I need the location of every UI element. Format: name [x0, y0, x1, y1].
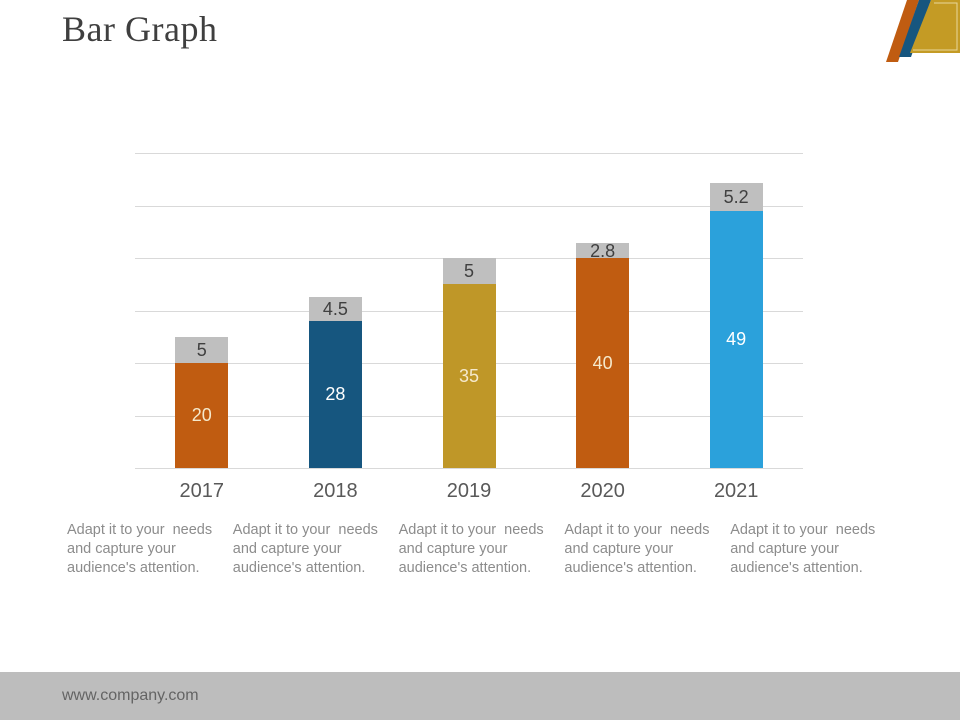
bar-2021: 49: [709, 210, 763, 468]
description-text: Adapt it to your needs and capture your …: [232, 522, 378, 576]
gridline: [135, 468, 803, 469]
x-axis-label-2021: 2021: [713, 480, 759, 502]
top-segment-value-label: 2.8: [590, 240, 616, 261]
x-axis-label-2019: 2019: [446, 480, 492, 502]
x-axis-label-2020: 2020: [580, 480, 625, 502]
bar-value-label: 49: [726, 328, 747, 349]
top-segment-value-label: 5: [463, 261, 474, 282]
bar-2019: 35: [442, 284, 496, 468]
bar-top-segment-2017: 5: [175, 336, 229, 363]
bar-2017: 20: [175, 363, 229, 468]
bar-top-segment-2018: 4.5: [308, 297, 362, 321]
top-segment-value-label: 5: [196, 339, 207, 360]
bar-value-label: 40: [592, 352, 613, 373]
slide-title: Bar Graph: [62, 9, 218, 49]
gridline: [135, 153, 803, 154]
gridline: [135, 205, 803, 207]
description-text: Adapt it to your needs and capture your …: [564, 522, 710, 576]
bar-value-label: 28: [325, 384, 346, 404]
corner-decoration: [886, 0, 960, 62]
corner-blue-stripe: [899, 0, 931, 57]
top-segment-value-label: 5.2: [723, 187, 749, 208]
x-axis-label-2017: 2017: [179, 480, 225, 502]
x-axis-label-2018: 2018: [313, 480, 358, 502]
description-text: Adapt it to your needs and capture your …: [67, 522, 213, 576]
corner-orange-stripe: [886, 0, 919, 62]
bar-top-segment-2019: 5: [442, 258, 496, 285]
corner-gold-shape: [910, 0, 960, 53]
bar-value-label: 20: [191, 405, 212, 425]
bar-top-segment-2021: 5.2: [709, 183, 763, 211]
footer-url: www.company.com: [62, 687, 199, 704]
corner-gold-inner-line: [913, 2, 958, 51]
description-text: Adapt it to your needs and capture your …: [730, 522, 876, 576]
top-segment-value-label: 4.5: [322, 299, 348, 320]
footer-bar: www.company.com: [0, 672, 960, 720]
description-text: Adapt it to your needs and capture your …: [398, 522, 544, 576]
bar-top-segment-2020: 2.8: [576, 240, 630, 261]
bar-2020: 40: [576, 258, 630, 468]
bar-2018: 28: [308, 321, 362, 468]
bar-value-label: 35: [458, 365, 480, 386]
